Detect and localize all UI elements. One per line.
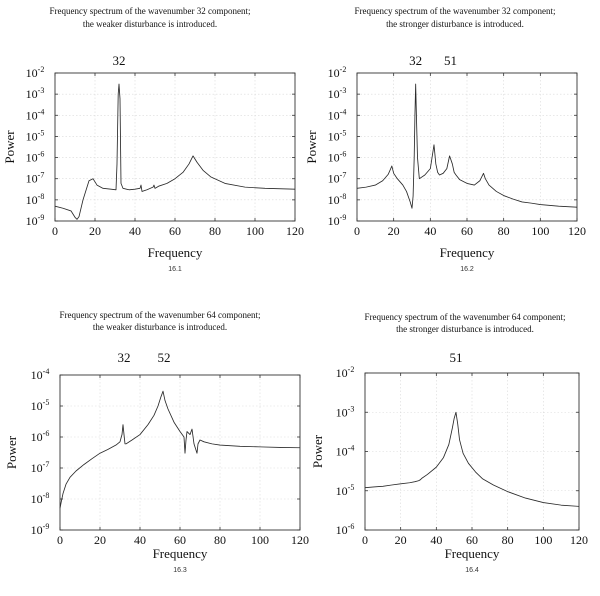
- x-tick-label: 120: [570, 533, 588, 547]
- x-tick-label: 40: [424, 224, 436, 238]
- y-axis-label: Power: [4, 435, 19, 469]
- chart-title-line: Frequency spectrum of the wavenumber 64 …: [365, 312, 566, 322]
- y-tick-label: 10-6: [26, 150, 45, 165]
- x-tick-label: 100: [246, 224, 264, 238]
- y-axis-label: Power: [304, 130, 319, 164]
- x-tick-label: 0: [52, 224, 58, 238]
- y-tick-label: 10-4: [26, 107, 45, 122]
- x-tick-label: 80: [498, 224, 510, 238]
- peak-annotation: 32: [113, 53, 126, 68]
- spectrum-line: [356, 83, 578, 209]
- y-tick-label: 10-7: [328, 171, 347, 186]
- figure-caption: 16.1: [168, 266, 182, 273]
- peak-annotation: 51: [444, 53, 457, 68]
- y-tick-label: 10-2: [328, 65, 347, 80]
- y-tick-label: 10-9: [31, 522, 50, 537]
- peak-annotation: 52: [158, 350, 171, 365]
- x-tick-label: 100: [534, 533, 552, 547]
- y-tick-label: 10-8: [31, 491, 50, 506]
- y-tick-label: 10-7: [26, 171, 45, 186]
- x-tick-label: 20: [89, 224, 101, 238]
- spectrum-line: [59, 390, 301, 509]
- x-tick-label: 120: [568, 224, 586, 238]
- peak-annotation: 32: [118, 350, 131, 365]
- peak-annotation: 51: [449, 350, 462, 365]
- y-tick-label: 10-9: [26, 213, 45, 228]
- y-tick-label: 10-8: [26, 192, 45, 207]
- x-tick-label: 60: [466, 533, 478, 547]
- chart-title-line: the weaker disturbance is introduced.: [93, 322, 227, 332]
- y-tick-label: 10-3: [328, 86, 347, 101]
- x-tick-label: 40: [430, 533, 442, 547]
- chart-panel-2: Frequency spectrum of the wavenumber 32 …: [304, 6, 586, 273]
- x-axis-label: Frequency: [445, 546, 500, 561]
- x-tick-label: 20: [395, 533, 407, 547]
- x-axis-label: Frequency: [153, 546, 208, 561]
- y-tick-label: 10-8: [328, 192, 347, 207]
- y-tick-label: 10-6: [336, 522, 355, 537]
- y-tick-label: 10-2: [26, 65, 45, 80]
- y-tick-label: 10-4: [328, 107, 347, 122]
- figure-caption: 16.4: [465, 567, 479, 574]
- spectrum-line: [54, 83, 296, 220]
- chart-title-line: Frequency spectrum of the wavenumber 32 …: [50, 6, 251, 16]
- y-tick-label: 10-4: [336, 444, 355, 459]
- y-tick-label: 10-3: [336, 404, 355, 419]
- x-tick-label: 40: [134, 533, 146, 547]
- x-tick-label: 0: [354, 224, 360, 238]
- x-tick-label: 20: [94, 533, 106, 547]
- y-tick-label: 10-3: [26, 86, 45, 101]
- y-tick-label: 10-5: [336, 483, 355, 498]
- peak-annotation: 32: [409, 53, 422, 68]
- spectrum-line: [364, 411, 580, 507]
- x-tick-label: 100: [531, 224, 549, 238]
- y-tick-label: 10-6: [328, 150, 347, 165]
- x-tick-label: 120: [286, 224, 304, 238]
- x-tick-label: 60: [461, 224, 473, 238]
- y-axis-label: Power: [2, 130, 17, 164]
- chart-panel-4: Frequency spectrum of the wavenumber 64 …: [310, 312, 588, 574]
- x-tick-label: 80: [502, 533, 514, 547]
- chart-title-line: the stronger disturbance is introduced.: [396, 324, 534, 334]
- y-tick-label: 10-5: [328, 128, 347, 143]
- chart-title-line: the stronger disturbance is introduced.: [386, 19, 524, 29]
- x-tick-label: 20: [388, 224, 400, 238]
- x-tick-label: 80: [209, 224, 221, 238]
- y-axis-label: Power: [310, 434, 325, 468]
- x-tick-label: 0: [362, 533, 368, 547]
- chart-title-line: Frequency spectrum of the wavenumber 32 …: [355, 6, 556, 16]
- chart-panel-3: Frequency spectrum of the wavenumber 64 …: [4, 310, 309, 574]
- figure-caption: 16.3: [173, 567, 187, 574]
- x-tick-label: 60: [174, 533, 186, 547]
- chart-title-line: Frequency spectrum of the wavenumber 64 …: [60, 310, 261, 320]
- x-tick-label: 0: [57, 533, 63, 547]
- x-tick-label: 40: [129, 224, 141, 238]
- x-tick-label: 80: [214, 533, 226, 547]
- y-tick-label: 10-6: [31, 429, 50, 444]
- chart-panel-1: Frequency spectrum of the wavenumber 32 …: [2, 6, 304, 273]
- figure-caption: 16.2: [460, 266, 474, 273]
- y-tick-label: 10-9: [328, 213, 347, 228]
- y-tick-label: 10-4: [31, 367, 50, 382]
- x-tick-label: 120: [291, 533, 309, 547]
- chart-title-line: the weaker disturbance is introduced.: [83, 19, 217, 29]
- y-tick-label: 10-2: [336, 365, 355, 380]
- x-axis-label: Frequency: [148, 245, 203, 260]
- x-tick-label: 100: [251, 533, 269, 547]
- y-tick-label: 10-5: [31, 398, 50, 413]
- y-tick-label: 10-5: [26, 128, 45, 143]
- y-tick-label: 10-7: [31, 460, 50, 475]
- x-tick-label: 60: [169, 224, 181, 238]
- x-axis-label: Frequency: [440, 245, 495, 260]
